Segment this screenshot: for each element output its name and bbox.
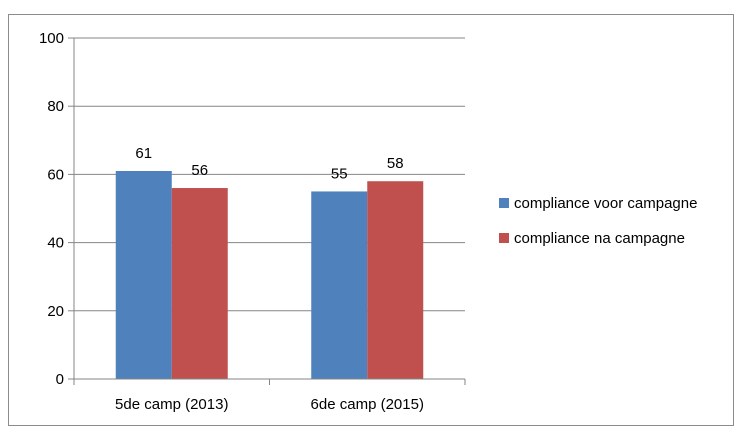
y-tick-labels: 0 20 40 60 80 100 <box>39 30 64 388</box>
bar <box>367 181 424 379</box>
x-tick-labels: 5de camp (2013) 6de camp (2015) <box>115 396 424 413</box>
bar <box>171 188 228 379</box>
bar <box>115 170 172 379</box>
data-label: 55 <box>331 165 348 182</box>
x-tick-label: 5de camp (2013) <box>115 396 228 413</box>
data-label: 61 <box>135 145 152 162</box>
y-tick-label: 80 <box>47 98 64 115</box>
data-labels: 61 56 55 58 <box>135 145 403 182</box>
legend-swatch <box>499 198 509 208</box>
x-tick-label: 6de camp (2015) <box>311 396 424 413</box>
data-label: 56 <box>191 162 208 179</box>
data-label: 58 <box>387 155 404 172</box>
y-tick-label: 0 <box>56 371 64 388</box>
y-tick-label: 60 <box>47 166 64 183</box>
legend-label: compliance voor campagne <box>514 195 697 212</box>
y-tick-label: 40 <box>47 235 64 252</box>
axes <box>68 37 466 385</box>
legend: compliance voor campagne compliance na ca… <box>499 195 697 247</box>
bars <box>115 170 424 379</box>
y-tick-label: 100 <box>39 30 64 47</box>
y-tick-label: 20 <box>47 303 64 320</box>
bar <box>311 191 368 379</box>
legend-swatch <box>499 233 509 243</box>
legend-label: compliance na campagne <box>514 230 685 247</box>
